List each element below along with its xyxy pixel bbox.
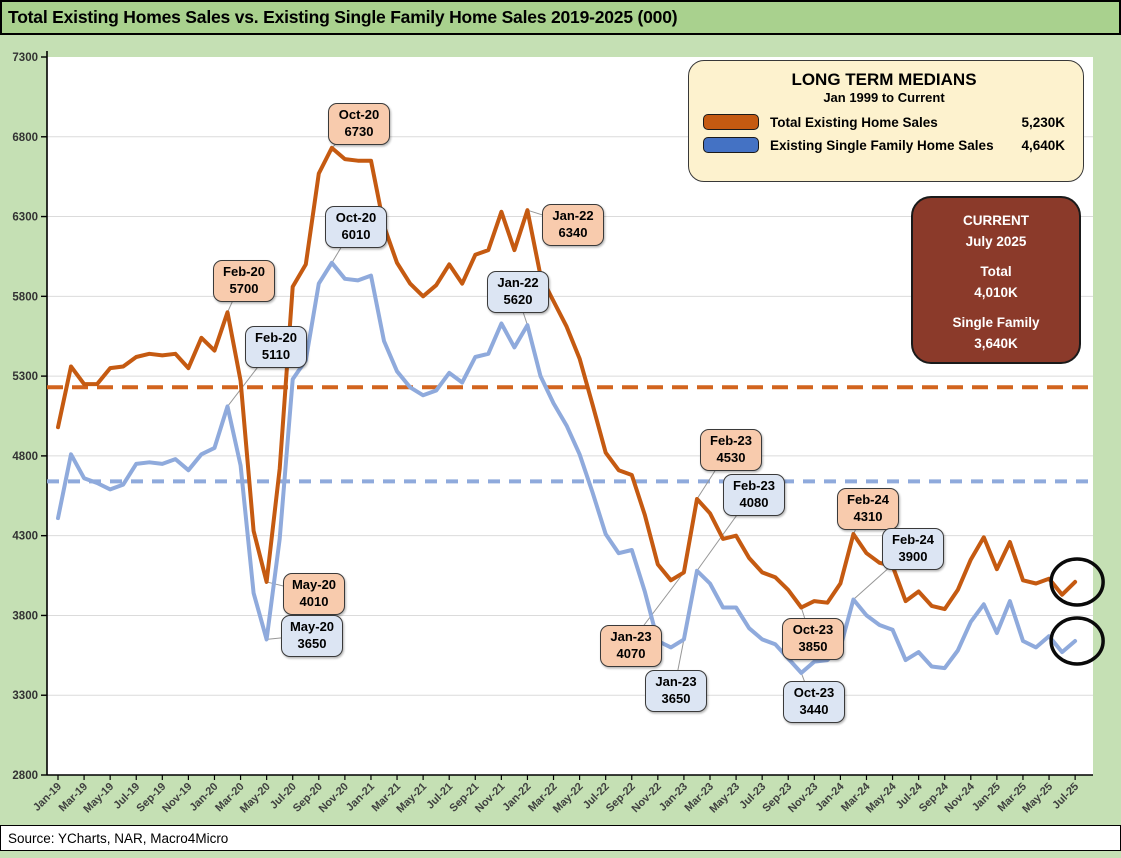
current-heading: CURRENT [963,213,1029,228]
spacer [913,253,1079,262]
source-note: Source: YCharts, NAR, Macro4Micro [0,825,1121,851]
single-family-series-swatch [703,137,759,153]
svg-text:3800: 3800 [12,610,38,622]
legend-value-total: 5,230K [1021,114,1065,130]
svg-text:Nov-23: Nov-23 [786,781,820,815]
legend-title: LONG TERM MEDIANS [791,70,977,89]
callout-total-feb-23: Feb-23 4530 [700,429,762,471]
current-values-box: CURRENT July 2025 Total 4,010K Single Fa… [911,196,1081,364]
svg-text:5800: 5800 [12,291,38,303]
callout-single-jan-22: Jan-22 5620 [487,271,549,313]
legend-row-single-family: Existing Single Family Home Sales 4,640K [703,137,1065,153]
legend-label-total: Total Existing Home Sales [770,114,938,130]
total-series-swatch [703,114,759,130]
svg-text:4800: 4800 [12,451,38,463]
callout-single-may-20: May-20 3650 [281,615,343,657]
current-total-value: 4,010K [974,284,1018,300]
callout-single-feb-20: Feb-20 5110 [245,326,307,368]
legend-value-single-family: 4,640K [1021,137,1065,153]
svg-text:4300: 4300 [12,531,38,543]
legend-box: LONG TERM MEDIANS Jan 1999 to Current To… [688,60,1084,182]
svg-text:Nov-24: Nov-24 [942,780,977,815]
svg-text:Nov-22: Nov-22 [630,781,664,815]
spacer [913,304,1079,313]
legend-label-single-family: Existing Single Family Home Sales [770,137,994,153]
callout-total-feb-24: Feb-24 4310 [837,488,899,530]
callout-single-jan-23: Jan-23 3650 [645,670,707,712]
svg-text:7300: 7300 [12,52,38,64]
svg-text:Nov-20: Nov-20 [317,781,351,815]
callout-total-jan-23: Jan-23 4070 [600,625,662,667]
callout-total-may-20: May-20 4010 [283,573,345,615]
svg-text:May-24: May-24 [864,780,899,815]
svg-text:Nov-19: Nov-19 [160,781,194,815]
svg-text:6300: 6300 [12,212,38,224]
callout-total-jan-22: Jan-22 6340 [542,204,604,246]
svg-text:2800: 2800 [12,770,38,782]
current-single-label: Single Family [952,314,1040,330]
callout-total-oct-23: Oct-23 3850 [782,618,844,660]
svg-text:Jul-25: Jul-25 [1050,781,1081,812]
svg-text:6800: 6800 [12,132,38,144]
svg-text:Nov-21: Nov-21 [473,781,507,815]
callout-single-feb-24: Feb-24 3900 [882,528,944,570]
svg-text:3300: 3300 [12,690,38,702]
legend-row-total: Total Existing Home Sales 5,230K [703,114,1065,130]
current-total-label: Total [980,263,1012,279]
svg-text:5300: 5300 [12,371,38,383]
callout-total-feb-20: Feb-20 5700 [213,260,275,302]
chart-region: 2800 3300 3800 4300 4800 5300 5800 6300 6800 7300… [0,35,1121,825]
callout-total-oct-20: Oct-20 6730 [328,103,390,145]
current-single-value: 3,640K [974,335,1018,351]
callout-single-oct-23: Oct-23 3440 [783,681,845,723]
legend-subtitle: Jan 1999 to Current [823,90,945,105]
page-title: Total Existing Homes Sales vs. Existing … [0,0,1121,35]
callout-single-feb-23: Feb-23 4080 [723,474,785,516]
callout-single-oct-20: Oct-20 6010 [325,206,387,248]
current-period: July 2025 [965,233,1027,249]
